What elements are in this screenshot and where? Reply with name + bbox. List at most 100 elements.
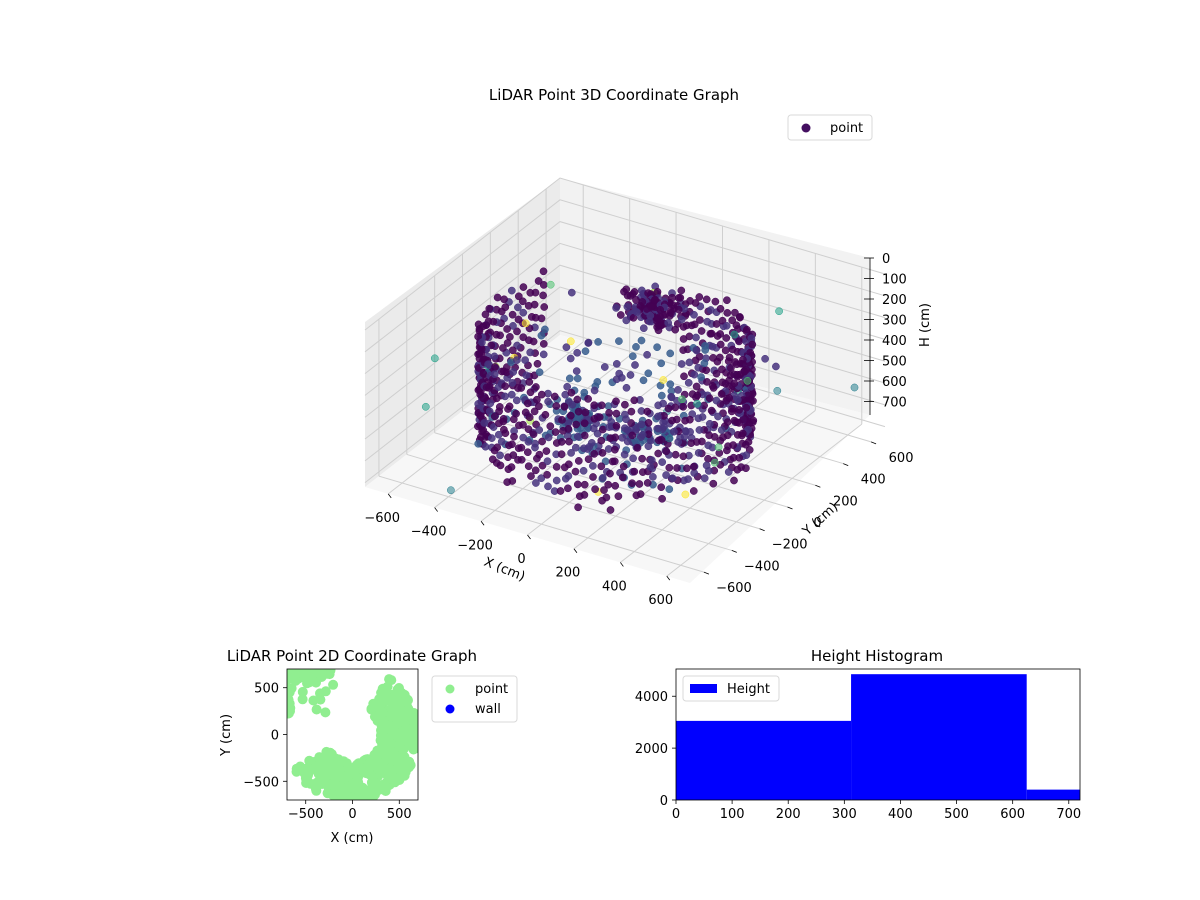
point-3d: [621, 400, 629, 409]
point-3d: [665, 485, 674, 494]
point-3d: [653, 343, 661, 352]
x-tick-label-hist: 0: [672, 807, 680, 822]
point-3d: [647, 303, 655, 311]
point-3d: [628, 352, 637, 361]
point-3d: [722, 334, 731, 342]
point-3d: [643, 350, 651, 359]
point-3d: [564, 460, 573, 469]
point-2d: [297, 694, 308, 705]
point-3d: [677, 315, 686, 324]
point-3d: [478, 338, 486, 347]
point-3d: [610, 457, 619, 466]
point-3d: [508, 477, 517, 485]
point-3d: [517, 455, 526, 464]
point-3d: [474, 332, 482, 341]
legend-point-label-2d: point: [475, 682, 508, 697]
point-3d: [646, 311, 655, 320]
z-tick-label-3d: 300: [882, 314, 907, 329]
point-3d: [557, 450, 566, 459]
point-3d: [600, 363, 609, 371]
point-3d: [543, 470, 551, 479]
point-3d: [644, 442, 653, 451]
point-3d: [643, 407, 652, 416]
point-3d: [635, 480, 644, 488]
point-3d: [673, 464, 681, 472]
point-3d: [566, 354, 575, 363]
x-tick-label-3d: −400: [411, 525, 447, 540]
point-3d: [477, 349, 486, 358]
point-3d: [727, 364, 735, 372]
point-3d: [543, 457, 552, 466]
x-tick-label-hist: 400: [888, 807, 913, 822]
y-tick-label-3d: 600: [889, 451, 914, 466]
point-3d: [728, 316, 737, 325]
point-3d: [573, 395, 582, 404]
point-3d: [598, 474, 607, 482]
point-3d: [590, 450, 599, 458]
point-3d: [505, 402, 514, 411]
point-3d: [539, 267, 548, 276]
point-3d: [564, 484, 572, 493]
point-3d: [489, 423, 498, 431]
point-3d: [630, 467, 639, 476]
point-3d: [694, 449, 703, 457]
point-3d: [525, 378, 534, 386]
point-3d: [711, 297, 720, 306]
point-3d: [490, 370, 499, 379]
chart-3d-title: LiDAR Point 3D Coordinate Graph: [489, 86, 739, 104]
point-2d: [308, 695, 319, 706]
point-3d: [743, 376, 752, 385]
y-tick-label-hist: 2000: [635, 742, 668, 757]
point-2d: [369, 749, 380, 760]
point-3d: [493, 443, 502, 452]
x-tick-label-hist: 500: [944, 807, 969, 822]
point-3d: [715, 353, 724, 362]
point-3d: [503, 325, 511, 333]
point-3d: [573, 480, 582, 489]
x-tick-label-hist: 200: [776, 807, 801, 822]
point-3d: [726, 371, 735, 380]
y-tick-label-3d: −200: [772, 538, 808, 553]
point-3d: [685, 332, 694, 341]
point-3d: [503, 339, 512, 347]
point-3d: [681, 490, 690, 499]
point-3d: [541, 325, 549, 334]
point-3d: [714, 412, 722, 421]
point-2d: [314, 752, 325, 763]
point-3d: [509, 451, 518, 459]
point-3d: [590, 386, 599, 395]
x-tick-label-3d: 600: [648, 593, 673, 608]
point-3d: [722, 321, 731, 330]
point-2d: [394, 775, 405, 785]
point-3d: [474, 439, 483, 448]
point-3d: [508, 346, 517, 355]
point-3d: [693, 399, 701, 408]
point-3d: [654, 401, 663, 410]
point-3d: [538, 437, 546, 446]
point-3d: [579, 466, 588, 475]
point-2d: [378, 779, 389, 790]
point-3d: [594, 338, 602, 346]
point-3d: [534, 277, 543, 285]
legend-wall-marker-2d: [445, 704, 455, 714]
point-3d: [510, 432, 518, 441]
point-3d: [597, 401, 606, 410]
y-tick-label-3d: −600: [716, 581, 752, 596]
point-3d: [541, 410, 550, 419]
point-3d: [629, 454, 637, 463]
point-2d: [312, 669, 323, 678]
point-3d: [512, 409, 520, 418]
x-tick-label-3d: 200: [556, 566, 581, 581]
y-axis-label-2d: Y (cm): [219, 714, 234, 757]
point-3d: [519, 433, 528, 442]
point-3d: [657, 483, 666, 492]
point-3d: [612, 360, 621, 368]
point-3d: [725, 353, 734, 362]
x-tick-label-hist: 600: [1000, 807, 1025, 822]
point-3d: [532, 383, 540, 391]
point-3d: [587, 439, 596, 447]
z-tick-label-3d: 600: [882, 375, 907, 390]
legend-height-swatch: [690, 684, 717, 693]
point-2d: [349, 765, 360, 776]
point-3d: [646, 463, 655, 472]
